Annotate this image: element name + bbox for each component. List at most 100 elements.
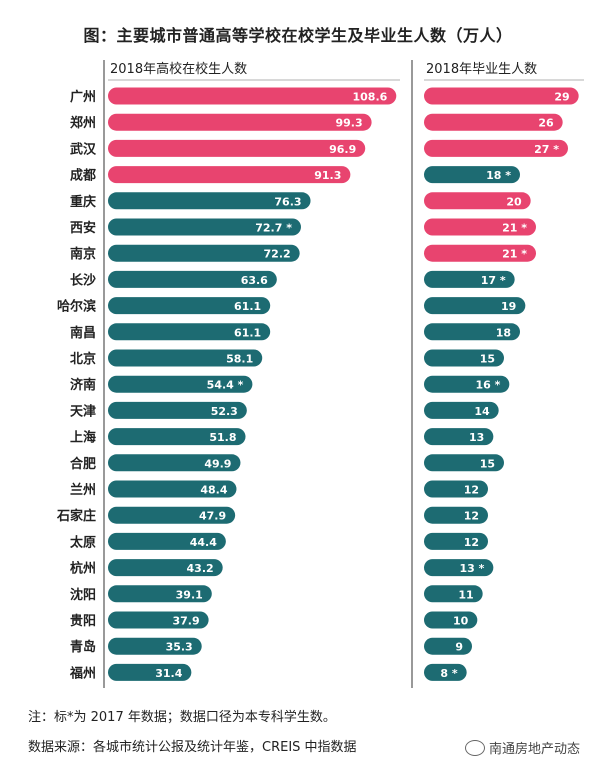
category-label: 南京: [70, 246, 96, 262]
category-label: 哈尔滨: [57, 299, 96, 315]
bar-enrolled: [108, 454, 241, 472]
footnote-source: 数据来源：各城市统计公报及统计年鉴，CREIS 中指数据: [28, 740, 357, 755]
bar-value-enrolled: 51.8: [209, 431, 236, 444]
category-label: 天津: [70, 403, 96, 419]
bar-graduates: [424, 454, 504, 472]
bar-enrolled: [108, 532, 226, 550]
bar-value-graduates: 10: [453, 615, 469, 628]
bar-value-graduates: 8 *: [440, 667, 457, 680]
bar-value-enrolled: 43.2: [187, 562, 214, 575]
bar-value-enrolled: 54.4 *: [207, 379, 244, 392]
bar-value-enrolled: 99.3: [335, 117, 362, 130]
category-label: 石家庄: [56, 508, 96, 524]
bar-value-enrolled: 76.3: [274, 195, 301, 208]
bar-enrolled: [108, 637, 202, 655]
wechat-icon: [464, 739, 485, 756]
bar-enrolled: [108, 244, 300, 262]
bar-value-graduates: 18 *: [486, 169, 511, 182]
footnote-note: 注：标*为 2017 年数据；数据口径为本专科学生数。: [28, 710, 336, 725]
bar-value-graduates: 27 *: [534, 143, 559, 156]
bar-enrolled: [108, 585, 212, 603]
category-label: 合肥: [70, 456, 96, 472]
bar-enrolled: [108, 663, 192, 681]
bar-enrolled: [108, 218, 301, 236]
bar-value-graduates: 17 *: [481, 274, 506, 287]
bar-value-enrolled: 35.3: [166, 641, 193, 654]
category-label: 贵阳: [70, 613, 96, 629]
bar-value-enrolled: 39.1: [176, 588, 203, 601]
bar-value-enrolled: 47.9: [199, 510, 226, 523]
bar-enrolled: [108, 87, 397, 105]
bar-value-graduates: 13: [469, 431, 484, 444]
bar-value-enrolled: 72.7 *: [255, 222, 292, 235]
bar-value-enrolled: 58.1: [226, 353, 253, 366]
bar-value-graduates: 9: [455, 641, 463, 654]
category-label: 济南: [70, 377, 96, 393]
category-label: 广州: [70, 89, 96, 105]
bar-enrolled: [108, 297, 271, 315]
bar-value-graduates: 11: [458, 588, 473, 601]
category-label: 成都: [70, 168, 96, 184]
category-label: 郑州: [70, 115, 96, 131]
bar-enrolled: [108, 270, 277, 288]
bar-graduates: [424, 585, 483, 603]
bar-value-graduates: 20: [506, 195, 522, 208]
bar-enrolled: [108, 192, 311, 210]
category-label: 武汉: [70, 141, 97, 157]
bar-graduates: [424, 297, 526, 315]
category-label: 北京: [70, 351, 96, 367]
bar-value-graduates: 12: [464, 536, 479, 549]
bar-enrolled: [108, 323, 271, 341]
bar-graduates: [424, 349, 504, 367]
category-label: 上海: [70, 430, 96, 446]
bar-enrolled: [108, 401, 247, 419]
bar-graduates: [424, 113, 563, 131]
bar-graduates: [424, 428, 494, 446]
bar-graduates: [424, 323, 520, 341]
bar-value-enrolled: 72.2: [264, 248, 291, 261]
bar-graduates: [424, 506, 488, 524]
bar-graduates: [424, 532, 488, 550]
bar-enrolled: [108, 375, 253, 393]
bar-graduates: [424, 401, 499, 419]
bar-value-graduates: 29: [554, 91, 569, 104]
bar-graduates: [424, 218, 536, 236]
bar-value-enrolled: 63.6: [241, 274, 268, 287]
bar-value-graduates: 12: [464, 510, 479, 523]
bar-enrolled: [108, 166, 351, 184]
bar-value-enrolled: 61.1: [234, 326, 261, 339]
bar-value-graduates: 13 *: [459, 562, 484, 575]
bar-value-enrolled: 91.3: [314, 169, 341, 182]
bar-enrolled: [108, 139, 366, 157]
category-label: 重庆: [70, 194, 96, 210]
bar-graduates: [424, 244, 536, 262]
category-label: 兰州: [70, 482, 96, 498]
bar-value-graduates: 16 *: [475, 379, 500, 392]
bar-graduates: [424, 559, 494, 577]
bar-graduates: [424, 480, 488, 498]
category-label: 南昌: [70, 325, 96, 341]
bar-graduates: [424, 637, 472, 655]
category-label: 杭州: [70, 561, 96, 577]
bar-value-graduates: 12: [464, 484, 479, 497]
category-label: 长沙: [70, 272, 96, 288]
bar-enrolled: [108, 480, 237, 498]
bar-enrolled: [108, 559, 223, 577]
category-label: 青岛: [70, 639, 96, 655]
bar-graduates: [424, 87, 579, 105]
bar-value-enrolled: 108.6: [352, 91, 387, 104]
bar-value-enrolled: 52.3: [211, 405, 238, 418]
bar-graduates: [424, 270, 515, 288]
category-label: 沈阳: [70, 587, 96, 603]
bar-value-enrolled: 96.9: [329, 143, 356, 156]
chart-title: 图：主要城市普通高等学校在校学生及毕业生人数（万人）: [83, 26, 513, 45]
bar-value-enrolled: 49.9: [204, 457, 231, 470]
bar-enrolled: [108, 506, 236, 524]
bar-graduates: [424, 611, 478, 629]
bar-value-graduates: 18: [496, 326, 511, 339]
bar-graduates: [424, 166, 520, 184]
bar-enrolled: [108, 349, 263, 367]
bar-value-graduates: 26: [538, 117, 554, 130]
bar-value-graduates: 19: [501, 300, 516, 313]
